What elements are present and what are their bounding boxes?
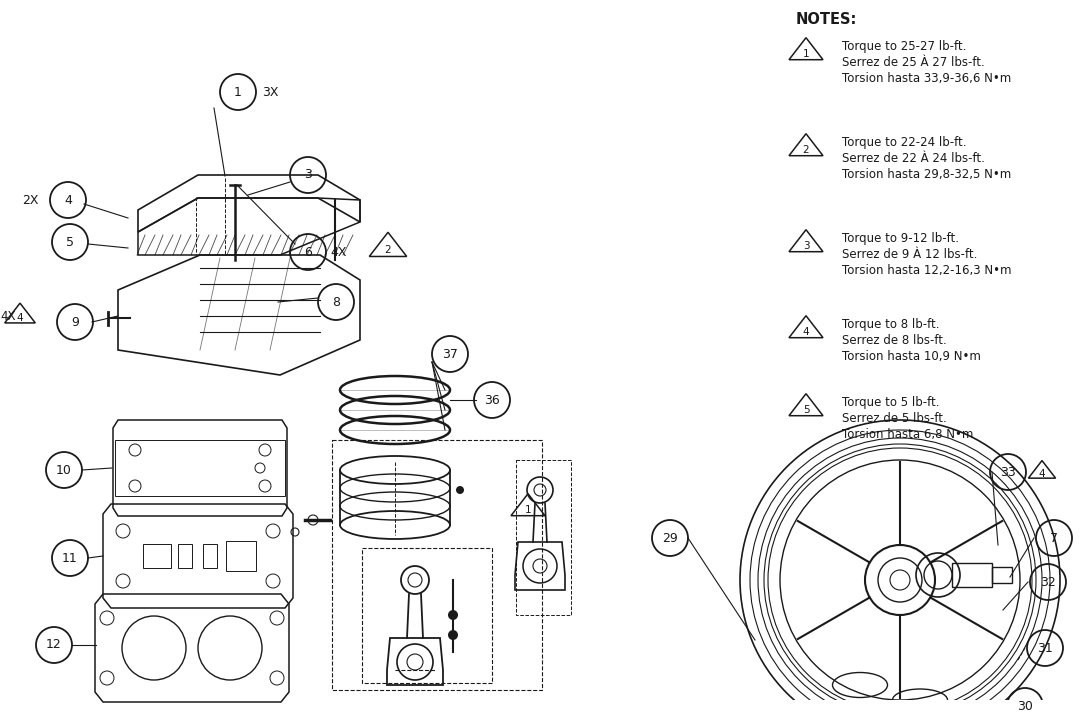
Text: 4: 4 [1038,469,1045,478]
Text: 5: 5 [66,235,74,248]
Bar [115,440,285,496]
Text: Torque to 5 lb-ft.: Torque to 5 lb-ft. [842,396,940,409]
Text: 1: 1 [525,505,531,515]
Text: 4: 4 [16,313,24,323]
Text: 3: 3 [305,168,312,182]
Text: 3: 3 [802,241,810,251]
Text: Serrez de 5 lbs-ft.: Serrez de 5 lbs-ft. [842,412,946,425]
Text: 2: 2 [385,245,391,256]
Text: Serrez de 22 À 24 lbs-ft.: Serrez de 22 À 24 lbs-ft. [842,152,985,165]
Text: 10: 10 [56,463,72,476]
Text: NOTES:: NOTES: [796,12,857,27]
Text: Torsion hasta 29,8-32,5 N•m: Torsion hasta 29,8-32,5 N•m [842,168,1011,181]
Text: 2X: 2X [22,194,39,206]
Text: 5: 5 [802,405,810,415]
Text: Serrez de 25 À 27 lbs-ft.: Serrez de 25 À 27 lbs-ft. [842,56,984,69]
Bar [143,544,171,568]
Text: 4: 4 [64,194,72,206]
Text: Torque to 9-12 lb-ft.: Torque to 9-12 lb-ft. [842,232,959,245]
Text: 7: 7 [1050,531,1058,544]
Bar [516,460,571,615]
Text: 9: 9 [72,316,79,328]
Text: 33: 33 [1001,465,1016,478]
Circle shape [456,486,464,494]
Text: 6: 6 [305,245,312,258]
Text: 36: 36 [485,393,500,407]
Text: 1: 1 [802,49,810,60]
Bar [178,544,192,568]
Text: 32: 32 [1041,576,1056,589]
Circle shape [448,630,459,640]
Text: Torsion hasta 10,9 N•m: Torsion hasta 10,9 N•m [842,350,981,363]
Text: Torque to 25-27 lb-ft.: Torque to 25-27 lb-ft. [842,40,966,53]
Bar [203,544,217,568]
Text: 4X: 4X [330,245,347,258]
Bar [992,567,1012,583]
Text: Torsion hasta 12,2-16,3 N•m: Torsion hasta 12,2-16,3 N•m [842,264,1011,277]
Text: 3X: 3X [262,86,279,99]
Text: 29: 29 [662,531,678,544]
Text: 1: 1 [234,86,242,99]
Text: 2: 2 [802,145,810,155]
Text: Serrez de 9 À 12 lbs-ft.: Serrez de 9 À 12 lbs-ft. [842,248,978,261]
Text: 12: 12 [47,638,62,651]
Text: Serrez de 8 lbs-ft.: Serrez de 8 lbs-ft. [842,334,946,347]
Bar [332,440,542,690]
Bar [952,563,992,587]
Circle shape [448,610,459,620]
Text: 8: 8 [332,295,340,309]
Text: 31: 31 [1037,642,1053,655]
Bar [362,548,492,683]
Text: 37: 37 [442,348,457,361]
Text: Torsion hasta 33,9-36,6 N•m: Torsion hasta 33,9-36,6 N•m [842,72,1011,85]
Text: Torque to 22-24 lb-ft.: Torque to 22-24 lb-ft. [842,136,967,149]
Bar [730,700,1070,726]
Text: 30: 30 [1017,699,1033,712]
Text: 4: 4 [802,327,810,337]
Text: 11: 11 [62,552,78,565]
Bar [225,541,256,571]
Text: Torsion hasta 6,8 N•m: Torsion hasta 6,8 N•m [842,428,973,441]
Text: 4X: 4X [0,309,15,322]
Text: Torque to 8 lb-ft.: Torque to 8 lb-ft. [842,318,940,331]
